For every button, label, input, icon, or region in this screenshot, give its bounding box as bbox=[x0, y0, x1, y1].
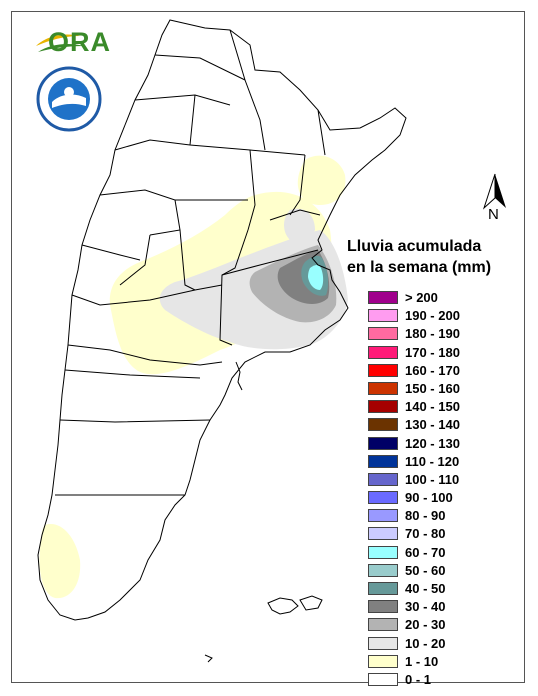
legend-swatch bbox=[368, 400, 398, 414]
legend-swatch bbox=[368, 327, 398, 341]
ora-logo: ORA bbox=[34, 27, 110, 58]
legend-label: 170 - 180 bbox=[405, 344, 460, 360]
rain-60-70-area bbox=[308, 265, 324, 290]
north-label: N bbox=[488, 206, 499, 223]
legend-title-line1: Lluvia acumulada bbox=[347, 238, 482, 255]
legend-title-line2: en la semana (mm) bbox=[347, 259, 492, 276]
legend-label: 30 - 40 bbox=[405, 599, 446, 615]
legend-swatch bbox=[368, 618, 398, 632]
map-frame bbox=[11, 11, 525, 683]
legend-swatch bbox=[368, 472, 398, 486]
legend-swatch bbox=[368, 363, 398, 377]
north-arrow-icon bbox=[482, 173, 506, 210]
ora-logo-text: ORA bbox=[48, 27, 111, 57]
legend-label: 100 - 110 bbox=[405, 471, 460, 487]
legend-swatch bbox=[368, 454, 398, 468]
legend-swatch bbox=[368, 654, 398, 668]
legend-swatch bbox=[368, 291, 398, 304]
legend-label: 190 - 200 bbox=[405, 308, 460, 324]
legend-swatch bbox=[368, 600, 398, 614]
legend-swatch bbox=[368, 563, 398, 577]
legend-swatch bbox=[368, 309, 398, 323]
legend-label: 180 - 190 bbox=[405, 326, 460, 342]
legend-label: 90 - 100 bbox=[405, 490, 453, 506]
legend-swatch bbox=[368, 636, 398, 650]
legend-swatch bbox=[368, 545, 398, 559]
legend-label: 130 - 140 bbox=[405, 417, 460, 433]
legend-label: 120 - 130 bbox=[405, 435, 460, 451]
legend-title: Lluvia acumulada en la semana (mm) bbox=[347, 236, 532, 278]
legend-swatch bbox=[368, 418, 398, 432]
legend-label: 50 - 60 bbox=[405, 562, 446, 578]
province-borders bbox=[37, 19, 407, 621]
legend-swatch bbox=[368, 345, 398, 359]
legend-label: 80 - 90 bbox=[405, 508, 446, 524]
legend-swatch bbox=[368, 491, 398, 505]
legend-swatch bbox=[368, 582, 398, 595]
legend-label: 40 - 50 bbox=[405, 581, 446, 596]
legend-label: 150 - 160 bbox=[405, 380, 460, 396]
ora-swoosh-icon bbox=[36, 34, 84, 52]
smn-seal-icon bbox=[36, 66, 102, 132]
legend-label: 110 - 120 bbox=[405, 453, 460, 469]
legend-label: 60 - 70 bbox=[405, 544, 446, 560]
legend-swatch bbox=[368, 436, 398, 450]
legend-label: 1 - 10 bbox=[405, 653, 439, 669]
legend-swatch bbox=[368, 527, 398, 541]
legend-swatch bbox=[368, 672, 398, 686]
legend-label: 10 - 20 bbox=[405, 635, 446, 651]
legend-label: 20 - 30 bbox=[405, 617, 446, 633]
legend-label: 0 - 1 bbox=[405, 671, 432, 687]
legend-label: 140 - 150 bbox=[405, 399, 460, 415]
north-arrow: N bbox=[478, 172, 512, 228]
malvinas-islands bbox=[267, 595, 323, 615]
legend-swatch bbox=[368, 509, 398, 523]
legend-swatch bbox=[368, 381, 398, 395]
legend-label: 160 - 170 bbox=[405, 362, 460, 378]
legend-label: 70 - 80 bbox=[405, 526, 446, 542]
coastal-islands bbox=[204, 361, 243, 663]
legend-label: > 200 bbox=[405, 290, 438, 305]
